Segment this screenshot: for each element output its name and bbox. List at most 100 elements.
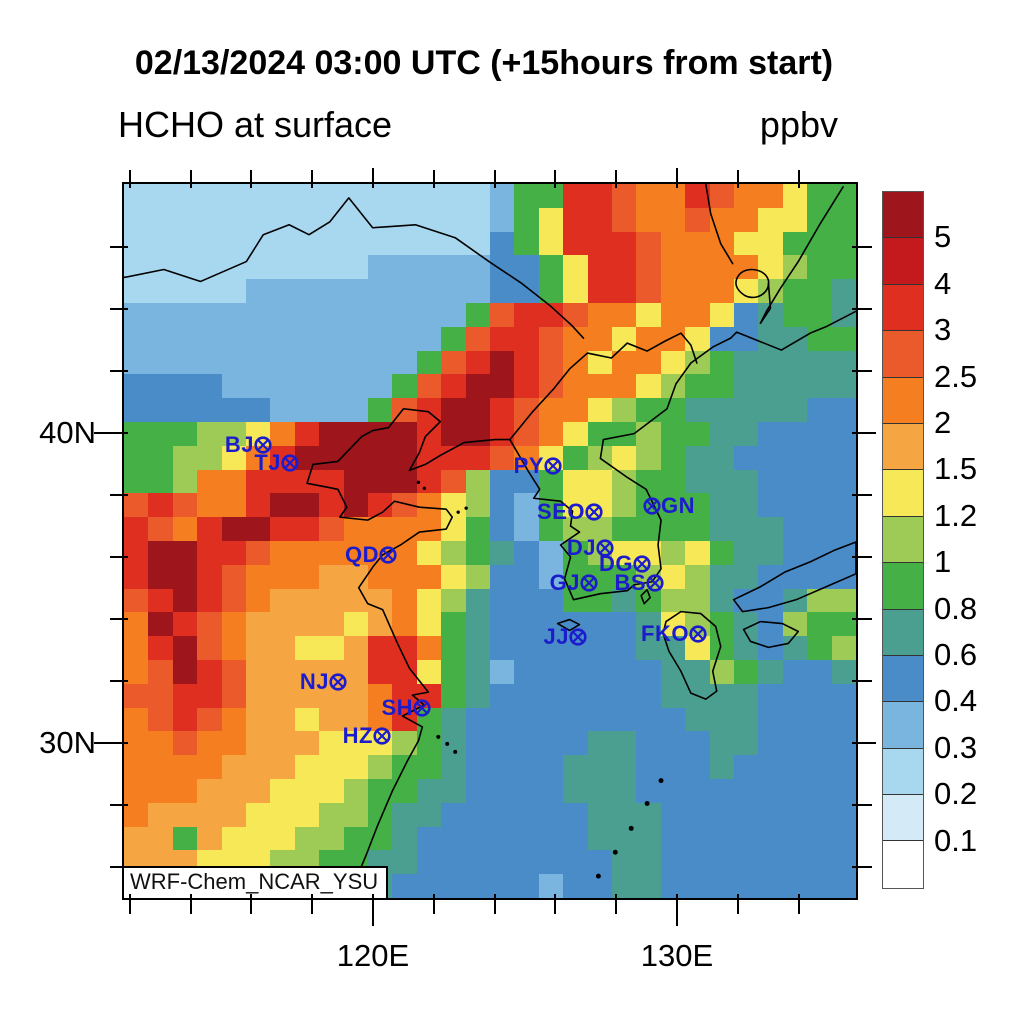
heatmap-cell [343,469,368,494]
heatmap-cell [685,826,710,851]
colorbar-tick-label: 5 [934,219,952,255]
heatmap-cell [831,184,856,208]
heatmap-cell [441,707,466,732]
heatmap-cell [319,493,344,518]
heatmap-cell [416,707,442,732]
heatmap-cell [563,826,588,851]
heatmap-cell [685,874,710,898]
colorbar-tick-label: 0.1 [934,822,978,858]
circle-cross-marker-icon [253,435,273,460]
heatmap-cell [319,184,344,208]
heatmap-cell [563,279,588,303]
heatmap-cell [807,493,832,518]
heatmap-cell [392,469,417,494]
heatmap-cell [807,540,832,565]
heatmap-cell [514,207,539,232]
heatmap-cell [611,255,637,280]
heatmap-cell [124,659,149,684]
heatmap-cell [270,778,295,803]
tick-mark [737,894,739,914]
heatmap-cell [782,850,808,875]
heatmap-cell [294,350,320,375]
heatmap-cell [563,802,588,827]
heatmap-cell [465,469,490,494]
station-label: QD [345,542,379,567]
heatmap-cell [392,350,417,375]
heatmap-cell [587,374,612,399]
heatmap-cell [392,493,417,518]
tick-mark [110,308,128,310]
heatmap-cell [758,636,783,660]
heatmap-cell [514,350,539,375]
heatmap-cell [758,707,783,732]
tick-mark [615,894,617,914]
heatmap-cell [245,540,271,565]
heatmap-cell [685,802,710,827]
heatmap-cell [245,564,271,589]
heatmap-cell [538,279,564,303]
heatmap-cell [441,350,466,375]
heatmap-cell [343,826,368,851]
heatmap-cell [660,184,686,208]
heatmap-cell [343,350,368,375]
heatmap-cell [416,279,442,303]
heatmap-cell [807,636,832,660]
heatmap-cell [758,445,783,470]
heatmap-cell [587,636,612,660]
heatmap-cell [489,683,515,708]
heatmap-cell [367,683,393,708]
tick-mark [852,742,876,744]
heatmap-cell [563,874,588,898]
heatmap-cell [782,612,808,637]
heatmap-cell [782,731,808,756]
heatmap-cell [416,826,442,851]
heatmap-cell [367,469,393,494]
heatmap-cell [441,540,466,565]
heatmap-cell [221,207,246,232]
heatmap-cell [221,184,246,208]
border-line-northeast [704,184,734,265]
heatmap-cell [221,636,246,660]
heatmap-cell [343,326,368,351]
heatmap-cell [563,421,588,446]
tick-mark [94,432,128,434]
heatmap-cell [343,517,368,541]
heatmap-cell [294,659,320,684]
heatmap-cell [807,421,832,446]
heatmap-cell [807,184,832,208]
heatmap-cell [245,279,271,303]
heatmap-cell [197,184,222,208]
heatmap-cell [124,683,149,708]
heatmap-cell [587,850,612,875]
heatmap-cell [758,374,783,399]
heatmap-cell [245,326,271,351]
heatmap-cell [538,302,564,327]
heatmap-cell [343,374,368,399]
island-jeju [556,618,581,632]
heatmap-cell [294,612,320,637]
heatmap-cell [148,445,173,470]
heatmap-cell [319,659,344,684]
heatmap-cell [416,802,442,827]
tick-mark [852,618,872,620]
heatmap-cell [441,826,466,851]
heatmap-cell [514,279,539,303]
heatmap-cell [343,493,368,518]
heatmap-cell [514,184,539,208]
heatmap-cell [538,326,564,351]
heatmap-cell [343,255,368,280]
heatmap-cell [441,778,466,803]
heatmap-cell [538,659,564,684]
tick-mark [852,432,876,434]
coast-china [306,435,454,898]
heatmap-cell [124,612,149,637]
heatmap-cell [782,469,808,494]
heatmap-cell [660,874,686,898]
tick-mark [852,246,872,248]
tick-mark [372,894,374,926]
heatmap-cell [514,731,539,756]
heatmap-cell [587,564,612,589]
heatmap-cell [538,255,564,280]
heatmap-cell [148,184,173,208]
heatmap-cell [245,302,271,327]
